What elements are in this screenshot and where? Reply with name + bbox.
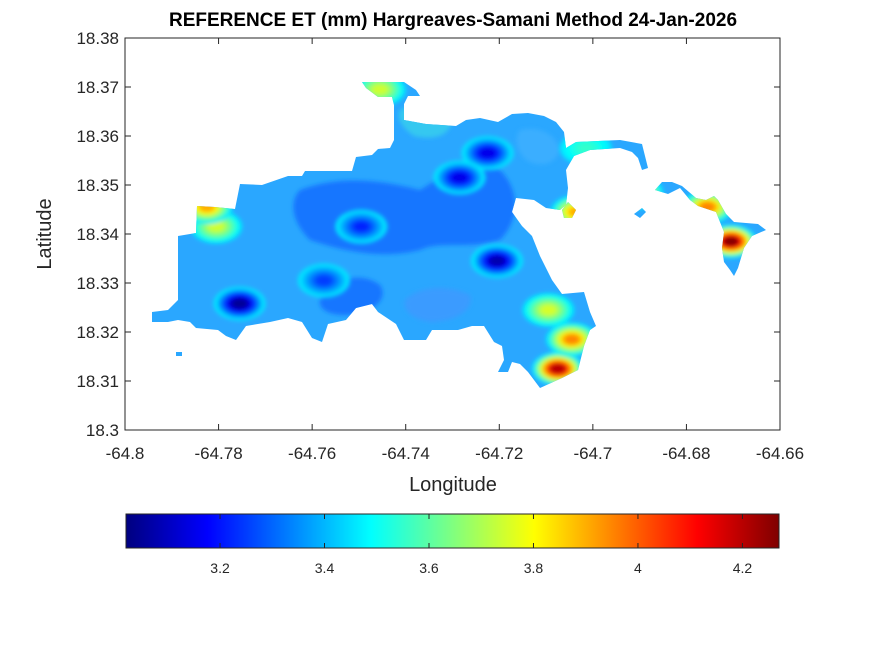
et-hotspot	[522, 292, 575, 327]
colorbar	[125, 513, 780, 549]
x-tick-label: -64.66	[756, 444, 804, 463]
y-tick-label: 18.31	[76, 372, 119, 391]
hotspot-band	[451, 172, 468, 183]
x-tick-label: -64.72	[475, 444, 523, 463]
y-tick-label: 18.32	[76, 323, 119, 342]
colorbar-tick-label: 3.4	[315, 560, 335, 576]
y-axis-label: Latitude	[34, 198, 56, 269]
chart-title: REFERENCE ET (mm) Hargreaves-Samani Meth…	[169, 10, 737, 31]
et-hotspot	[433, 160, 486, 195]
y-tick-label: 18.34	[76, 225, 119, 244]
x-axis-ticks: -64.8 -64.78 -64.76 -64.74 -64.72 -64.7 -64.68…	[106, 38, 804, 463]
hotspot-band	[353, 221, 370, 232]
x-tick-label: -64.74	[382, 444, 430, 463]
surface-core-fill	[516, 128, 560, 165]
hotspot-band	[208, 221, 225, 232]
et-hotspot	[297, 263, 350, 298]
x-axis-label: Longitude	[409, 474, 497, 496]
colorbar-tick-label: 4	[634, 560, 642, 576]
colorbar-tick-label: 3.6	[419, 560, 439, 576]
hotspot-band	[722, 236, 739, 247]
et-hotspot	[335, 209, 388, 244]
hotspot-band	[371, 84, 388, 95]
y-tick-label: 18.35	[76, 176, 119, 195]
hotspot-band	[540, 304, 557, 315]
x-tick-label: -64.68	[662, 444, 710, 463]
hotspot-band	[479, 148, 496, 159]
y-tick-label: 18.36	[76, 127, 119, 146]
et-hotspot	[213, 286, 266, 321]
colorbar-tick-label: 3.8	[524, 560, 544, 576]
hotspot-band	[231, 298, 248, 309]
hotspot-band	[315, 275, 332, 286]
x-tick-label: -64.78	[194, 444, 242, 463]
x-tick-label: -64.7	[573, 444, 612, 463]
x-tick-label: -64.76	[288, 444, 336, 463]
y-axis-ticks: 18.3 18.31 18.32 18.33 18.34 18.35 18.36 18.37 1…	[76, 29, 780, 440]
colorbar-tick-label: 3.2	[210, 560, 230, 576]
hotspot-band	[488, 255, 505, 266]
hotspot-band	[563, 334, 580, 345]
y-tick-label: 18.37	[76, 78, 119, 97]
colorbar-tick-label: 4.2	[733, 560, 753, 576]
y-tick-label: 18.33	[76, 274, 119, 293]
y-tick-label: 18.3	[86, 421, 119, 440]
colorbar-ticks: 3.2 3.4 3.6 3.8 4 4.2	[210, 514, 752, 576]
et-hotspot	[461, 136, 514, 171]
surface-core-fill	[404, 288, 471, 322]
hotspot-band	[549, 363, 566, 374]
et-hotspot	[470, 243, 523, 278]
x-tick-label: -64.8	[106, 444, 145, 463]
y-tick-label: 18.38	[76, 29, 119, 48]
